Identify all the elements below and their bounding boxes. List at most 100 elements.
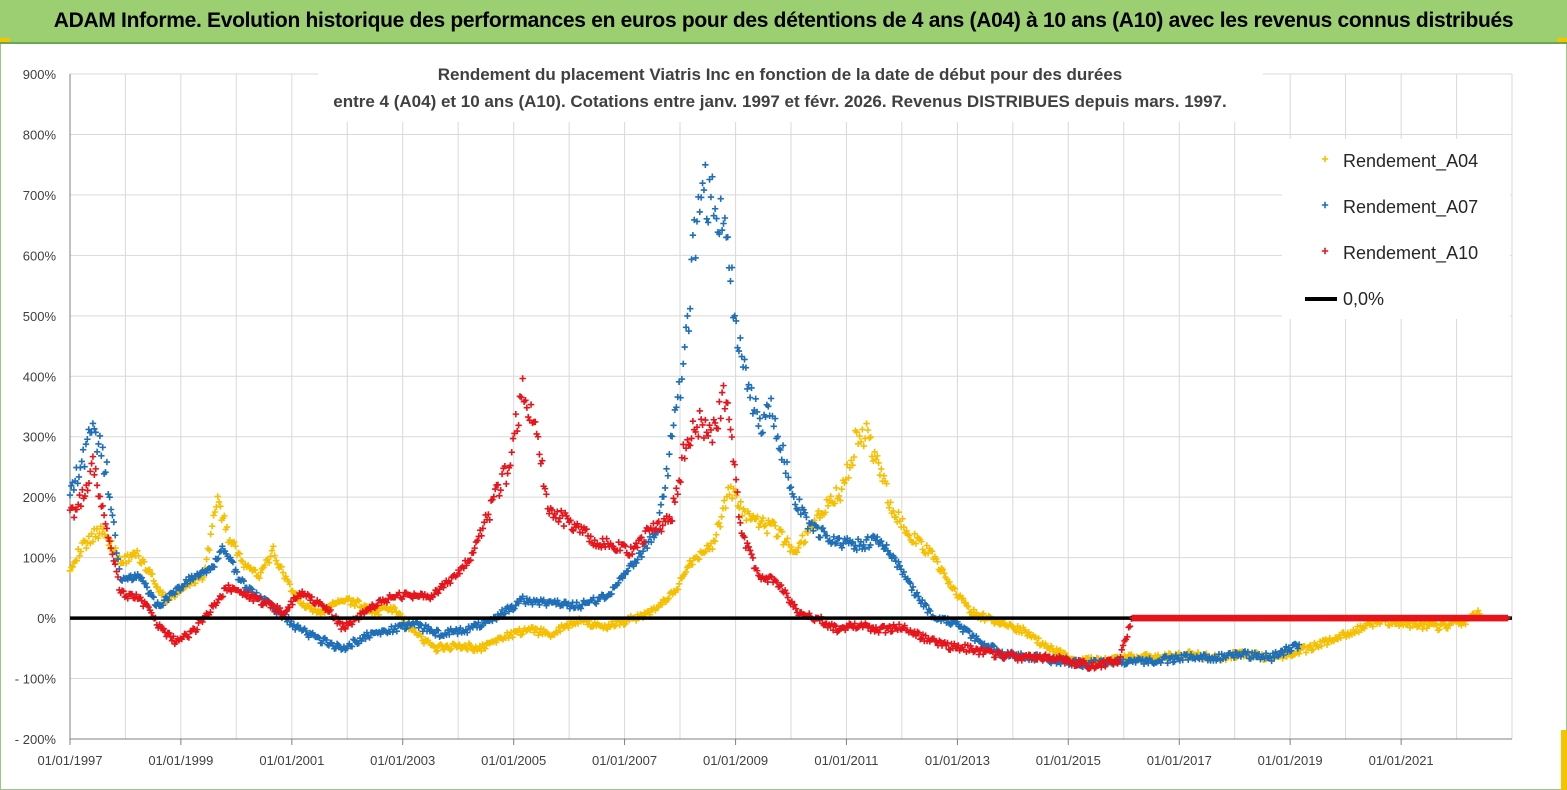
data-point — [485, 511, 492, 518]
data-point — [516, 393, 524, 400]
data-point — [836, 534, 843, 542]
data-point — [886, 550, 893, 558]
data-point — [461, 642, 469, 649]
data-point — [680, 360, 687, 368]
data-point — [867, 433, 874, 441]
legend-label: Rendement_A10 — [1343, 243, 1478, 264]
data-point — [755, 572, 762, 579]
data-point — [872, 456, 880, 463]
data-point — [821, 528, 828, 535]
data-point — [671, 498, 679, 506]
data-point — [69, 563, 76, 570]
data-point — [709, 545, 716, 553]
data-point — [146, 566, 153, 573]
data-point — [788, 543, 795, 551]
data-point — [482, 645, 489, 652]
data-point — [83, 544, 90, 552]
data-point — [1107, 656, 1114, 663]
data-point — [907, 580, 914, 587]
data-point — [1061, 660, 1069, 667]
data-point — [728, 433, 736, 441]
data-point — [695, 433, 702, 440]
data-point — [501, 610, 509, 617]
data-point — [693, 218, 701, 225]
data-point — [700, 434, 708, 442]
data-point — [1061, 649, 1069, 657]
data-point — [908, 586, 915, 594]
series-rendement-a10-flat — [1129, 614, 1511, 622]
data-point — [348, 643, 356, 650]
data-point — [1018, 657, 1026, 664]
data-point — [215, 555, 222, 562]
data-point — [849, 462, 856, 469]
data-point — [501, 462, 509, 470]
data-point — [863, 420, 870, 427]
data-point — [927, 607, 934, 615]
data-point — [980, 610, 987, 617]
data-point — [425, 623, 432, 631]
x-tick-label: 01/01/2017 — [1147, 753, 1212, 768]
x-tick-label: 01/01/2009 — [703, 753, 768, 768]
data-point — [286, 581, 294, 588]
data-point — [519, 375, 526, 382]
data-point — [79, 446, 87, 453]
corner-accent-right — [1557, 38, 1567, 42]
data-point — [724, 233, 731, 241]
data-point — [151, 580, 159, 588]
data-point — [106, 493, 113, 501]
data-point — [93, 482, 101, 489]
data-point — [686, 305, 694, 312]
data-point — [656, 509, 663, 517]
data-point — [1125, 624, 1132, 631]
data-point — [1201, 651, 1209, 658]
data-point — [810, 527, 817, 534]
data-point — [347, 601, 354, 608]
data-point — [793, 549, 801, 556]
data-point — [777, 581, 785, 589]
data-point — [919, 596, 926, 604]
x-tick-label: 01/01/2013 — [925, 753, 990, 768]
data-point — [872, 537, 880, 544]
data-point — [177, 587, 184, 594]
data-point — [207, 531, 214, 538]
data-point — [920, 549, 928, 556]
data-point — [782, 470, 789, 477]
data-point — [479, 525, 487, 532]
data-point — [397, 610, 404, 618]
data-point — [171, 590, 179, 598]
chart-title-backdrop — [318, 58, 1263, 122]
data-point — [348, 621, 356, 628]
data-point — [113, 568, 120, 575]
data-point — [587, 533, 594, 540]
data-point — [792, 501, 799, 508]
data-point — [374, 602, 381, 609]
data-point — [203, 556, 210, 563]
data-point — [684, 436, 691, 444]
data-point — [148, 609, 155, 616]
data-point — [775, 445, 783, 452]
data-point — [271, 552, 278, 559]
data-point — [717, 523, 724, 530]
data-point — [541, 485, 549, 492]
data-point — [128, 553, 135, 560]
data-point — [475, 619, 482, 626]
data-point — [207, 566, 214, 573]
data-point — [874, 452, 881, 460]
data-point — [236, 550, 243, 557]
data-point — [270, 543, 277, 550]
data-point — [114, 555, 122, 563]
data-point — [806, 610, 813, 617]
x-tick-label: 01/01/2015 — [1036, 753, 1101, 768]
data-point — [96, 432, 104, 440]
data-point — [823, 532, 831, 539]
data-point — [255, 595, 262, 603]
data-point — [103, 458, 111, 466]
data-point — [767, 395, 775, 402]
data-point — [726, 491, 733, 498]
data-point — [796, 496, 803, 503]
data-point — [98, 452, 105, 460]
data-point — [702, 547, 709, 555]
data-point — [648, 538, 655, 546]
data-point — [664, 472, 672, 479]
data-point — [374, 608, 381, 615]
